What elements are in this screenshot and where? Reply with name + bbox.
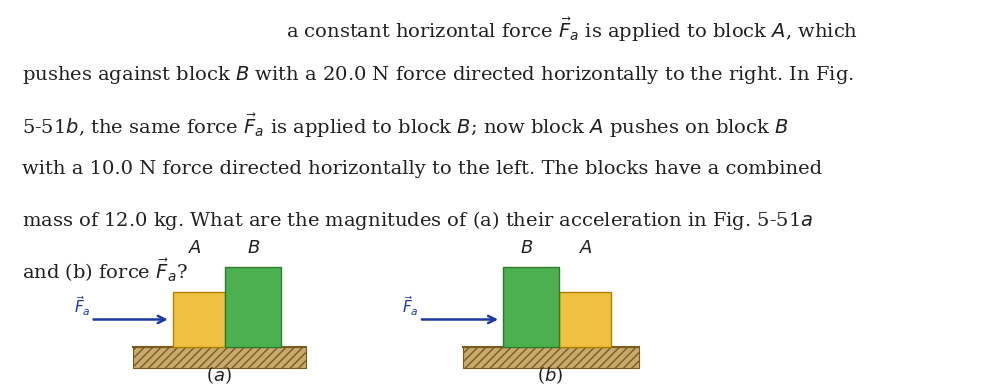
Text: and (b) force $\vec{F}_a$?: and (b) force $\vec{F}_a$? bbox=[22, 257, 187, 284]
Text: $B$: $B$ bbox=[520, 239, 533, 257]
Bar bbox=[463, 347, 639, 368]
Text: $\vec{F}_a$: $\vec{F}_a$ bbox=[402, 294, 419, 318]
Text: with a 10.0 N force directed horizontally to the left. The blocks have a combine: with a 10.0 N force directed horizontall… bbox=[22, 160, 821, 178]
Text: $A$: $A$ bbox=[579, 239, 593, 257]
Text: ($a$): ($a$) bbox=[206, 364, 232, 386]
Text: $B$: $B$ bbox=[246, 239, 260, 257]
Bar bbox=[173, 292, 225, 347]
Text: mass of 12.0 kg. What are the magnitudes of (a) their acceleration in Fig. 5-51$: mass of 12.0 kg. What are the magnitudes… bbox=[22, 209, 812, 232]
Text: ($b$): ($b$) bbox=[537, 364, 563, 386]
Text: 5-51$b$, the same force $\vec{F}_a$ is applied to block $B$; now block $A$ pushe: 5-51$b$, the same force $\vec{F}_a$ is a… bbox=[22, 112, 789, 140]
Text: a constant horizontal force $\vec{F}_a$ is applied to block $A$, which: a constant horizontal force $\vec{F}_a$ … bbox=[286, 16, 858, 44]
Bar bbox=[225, 267, 281, 347]
Bar bbox=[133, 347, 306, 368]
Bar bbox=[503, 267, 559, 347]
Bar bbox=[559, 292, 611, 347]
Text: $\vec{F}_a$: $\vec{F}_a$ bbox=[74, 294, 91, 318]
Text: $A$: $A$ bbox=[188, 239, 202, 257]
Text: pushes against block $B$ with a 20.0 N force directed horizontally to the right.: pushes against block $B$ with a 20.0 N f… bbox=[22, 64, 854, 86]
